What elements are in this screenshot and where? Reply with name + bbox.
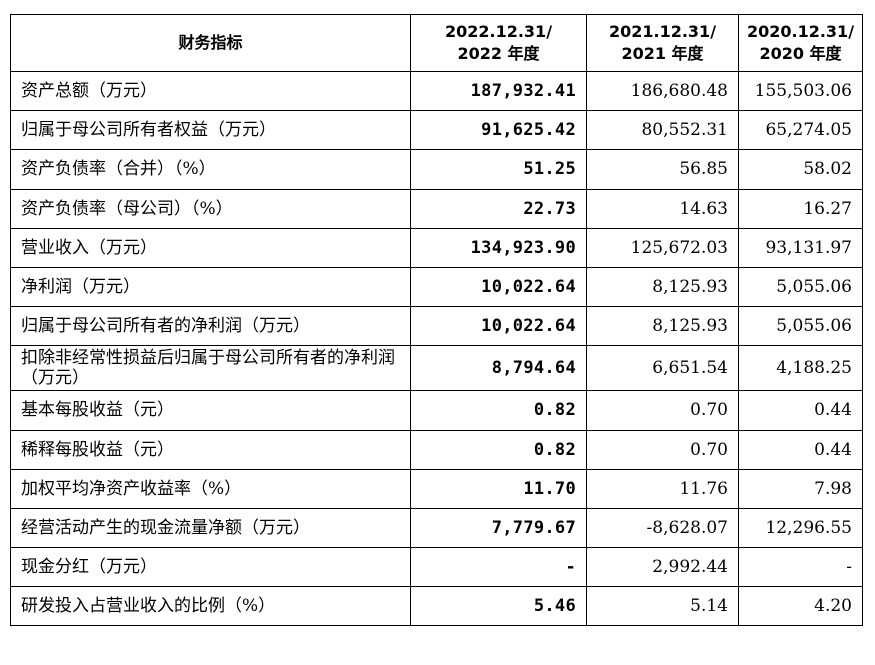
table-row: 基本每股收益（元） 0.82 0.70 0.44 [10,390,863,431]
row-label: 资产总额（万元） [10,70,411,112]
value-2022: 10,022.64 [410,266,587,308]
value-2020: 93,131.97 [738,227,863,268]
value-2020: 65,274.05 [738,110,863,151]
value-2021: 0.70 [586,429,739,470]
row-label: 归属于母公司所有者权益（万元） [10,110,411,151]
value-2022: - [410,547,587,588]
financial-indicators-table: 财务指标 2022.12.31/ 2022 年度 2021.12.31/ 202… [10,14,863,627]
value-2022: 8,794.64 [410,345,587,392]
header-2022: 2022.12.31/ 2022 年度 [410,14,587,72]
value-2022: 134,923.90 [410,227,587,268]
table-row: 净利润（万元） 10,022.64 8,125.93 5,055.06 [10,266,863,308]
value-2021: 5.14 [586,586,739,627]
table-row: 归属于母公司所有者的净利润（万元） 10,022.64 8,125.93 5,0… [10,306,863,347]
value-2020: 4,188.25 [738,345,863,392]
value-2021: 14.63 [586,188,739,229]
value-2022: 10,022.64 [410,306,587,347]
row-label: 研发投入占营业收入的比例（%） [10,586,411,627]
row-label: 归属于母公司所有者的净利润（万元） [10,306,411,347]
row-label: 稀释每股收益（元） [10,429,411,470]
table-row: 稀释每股收益（元） 0.82 0.70 0.44 [10,429,863,470]
value-2021: 56.85 [586,149,739,190]
value-2022: 91,625.42 [410,110,587,151]
header-2021-date: 2021.12.31/ [608,22,717,41]
value-2020: 4.20 [738,586,863,627]
row-label: 加权平均净资产收益率（%） [10,468,411,509]
header-indicator-label: 财务指标 [178,33,243,52]
row-label: 资产负债率（母公司）（%） [10,188,411,229]
table-row: 资产负债率（母公司）（%） 22.73 14.63 16.27 [10,188,863,229]
value-2020: 0.44 [738,429,863,470]
value-2020: 12,296.55 [738,507,863,549]
value-2021: 186,680.48 [586,70,739,112]
header-2022-year: 2022 年度 [457,44,540,63]
value-2022: 187,932.41 [410,70,587,112]
header-2020-date: 2020.12.31/ [746,22,855,41]
value-2022: 5.46 [410,586,587,627]
value-2021: 2,992.44 [586,547,739,588]
header-2020: 2020.12.31/ 2020 年度 [738,14,863,72]
value-2020: 7.98 [738,468,863,509]
row-label: 基本每股收益（元） [10,390,411,431]
value-2021: 0.70 [586,390,739,431]
value-2020: 0.44 [738,390,863,431]
row-label: 扣除非经常性损益后归属于母公司所有者的净利润（万元） [10,345,411,392]
value-2020: 16.27 [738,188,863,229]
table-row: 资产负债率（合并）（%） 51.25 56.85 58.02 [10,149,863,190]
value-2021: 11.76 [586,468,739,509]
row-label: 经营活动产生的现金流量净额（万元） [10,507,411,549]
value-2021: -8,628.07 [586,507,739,549]
value-2020: 5,055.06 [738,306,863,347]
value-2020: 155,503.06 [738,70,863,112]
table-row: 营业收入（万元） 134,923.90 125,672.03 93,131.97 [10,227,863,268]
value-2021: 6,651.54 [586,345,739,392]
table-row: 归属于母公司所有者权益（万元） 91,625.42 80,552.31 65,2… [10,110,863,151]
table-row: 资产总额（万元） 187,932.41 186,680.48 155,503.0… [10,70,863,112]
header-2022-date: 2022.12.31/ [444,22,553,41]
header-2021: 2021.12.31/ 2021 年度 [586,14,739,72]
value-2020: - [738,547,863,588]
value-2022: 7,779.67 [410,507,587,549]
value-2020: 5,055.06 [738,266,863,308]
value-2020: 58.02 [738,149,863,190]
value-2022: 0.82 [410,429,587,470]
value-2021: 125,672.03 [586,227,739,268]
header-2020-year: 2020 年度 [759,44,842,63]
value-2021: 80,552.31 [586,110,739,151]
header-indicator: 财务指标 [10,14,411,72]
value-2022: 0.82 [410,390,587,431]
value-2022: 22.73 [410,188,587,229]
row-label: 净利润（万元） [10,266,411,308]
header-2021-year: 2021 年度 [621,44,704,63]
row-label: 营业收入（万元） [10,227,411,268]
value-2022: 11.70 [410,468,587,509]
table-row: 经营活动产生的现金流量净额（万元） 7,779.67 -8,628.07 12,… [10,507,863,549]
table-row: 研发投入占营业收入的比例（%） 5.46 5.14 4.20 [10,586,863,627]
table-row: 现金分红（万元） - 2,992.44 - [10,547,863,588]
table-row: 扣除非经常性损益后归属于母公司所有者的净利润（万元） 8,794.64 6,65… [10,345,863,392]
value-2022: 51.25 [410,149,587,190]
value-2021: 8,125.93 [586,266,739,308]
row-label: 资产负债率（合并）（%） [10,149,411,190]
header-row: 财务指标 2022.12.31/ 2022 年度 2021.12.31/ 202… [10,14,863,72]
table-row: 加权平均净资产收益率（%） 11.70 11.76 7.98 [10,468,863,509]
row-label: 现金分红（万元） [10,547,411,588]
value-2021: 8,125.93 [586,306,739,347]
